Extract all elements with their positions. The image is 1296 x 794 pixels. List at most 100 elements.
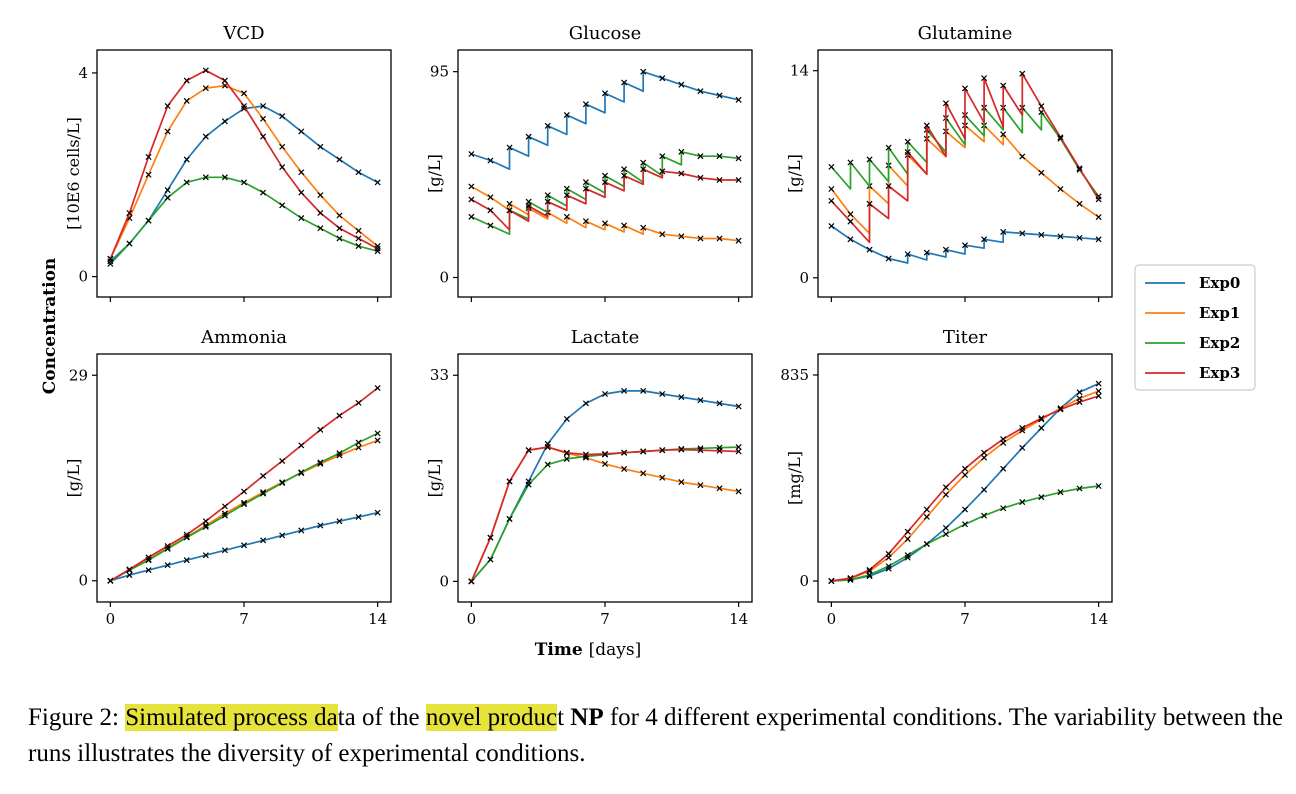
data-point-exp0 — [298, 128, 305, 135]
caption-part-3: t — [557, 704, 571, 731]
data-point-exp0 — [525, 133, 532, 140]
data-point-exp2 — [107, 260, 114, 267]
data-point-exp2 — [525, 198, 532, 205]
data-point-exp0 — [981, 236, 988, 243]
data-point-exp3 — [659, 168, 666, 175]
legend-label-exp3: Exp3 — [1199, 364, 1240, 382]
subplot-frame — [96, 49, 392, 298]
data-point-exp3 — [866, 566, 873, 573]
series-line-exp2 — [831, 485, 1099, 582]
data-point-exp0 — [621, 79, 628, 86]
caption-highlight-1[interactable]: Simulated process da — [125, 704, 338, 731]
caption-product-code: NP — [570, 704, 604, 731]
data-point-exp0 — [942, 524, 949, 531]
data-point-exp1 — [716, 485, 723, 492]
y-axis-label: [g/L] — [785, 154, 804, 193]
data-point-exp0 — [336, 518, 343, 525]
y-tick-label: 0 — [439, 572, 449, 590]
series-line-exp0 — [831, 382, 1099, 582]
y-tick-label: 14 — [790, 62, 809, 80]
data-point-exp0 — [506, 144, 513, 151]
data-point-exp3 — [716, 447, 723, 454]
data-point-exp3 — [355, 399, 362, 406]
data-point-exp0 — [1076, 234, 1083, 241]
data-point-exp3 — [1038, 415, 1045, 422]
data-point-exp3 — [145, 153, 152, 160]
legend-frame — [1134, 264, 1256, 391]
data-point-exp3 — [126, 566, 133, 573]
data-point-exp1 — [202, 85, 209, 92]
data-point-exp0 — [981, 486, 988, 493]
y-tick-label: 0 — [78, 268, 88, 286]
series-line-exp0 — [830, 225, 1099, 264]
data-point-exp2 — [506, 515, 513, 522]
data-point-exp2 — [298, 215, 305, 222]
data-point-exp3 — [1095, 392, 1102, 399]
data-point-exp1 — [355, 444, 362, 451]
data-point-exp0 — [1057, 233, 1064, 240]
data-point-exp3 — [735, 176, 742, 184]
data-point-exp3 — [487, 207, 494, 214]
legend: Exp0 Exp1 Exp2 Exp3 — [1134, 264, 1256, 391]
data-point-exp0 — [317, 522, 324, 529]
data-point-exp0 — [904, 251, 911, 258]
series-line-exp2 — [830, 106, 1100, 197]
data-point-exp1 — [1095, 387, 1102, 395]
data-point-exp1 — [601, 460, 609, 467]
data-point-exp3 — [640, 166, 647, 173]
data-point-exp2 — [374, 430, 381, 437]
data-point-exp3 — [544, 444, 551, 451]
x-tick-label: 7 — [960, 610, 970, 628]
data-point-exp3 — [1095, 196, 1102, 203]
data-point-exp0 — [640, 387, 647, 394]
caption-part-2: ta of the — [337, 704, 426, 731]
data-point-exp1 — [735, 237, 742, 244]
data-point-exp1 — [697, 482, 704, 489]
data-point-exp0 — [221, 118, 228, 125]
data-point-exp2 — [183, 179, 190, 186]
data-point-exp2 — [317, 459, 324, 466]
series-line-exp0 — [470, 390, 739, 582]
data-point-exp0 — [563, 415, 570, 422]
data-point-exp0 — [961, 242, 969, 249]
data-point-exp3 — [942, 484, 949, 491]
data-point-exp3 — [697, 174, 704, 181]
data-point-exp2 — [866, 571, 873, 578]
data-point-exp0 — [621, 387, 628, 394]
data-point-exp3 — [828, 197, 835, 204]
data-point-exp1 — [981, 454, 988, 461]
data-point-exp1 — [904, 536, 911, 543]
data-point-exp3 — [923, 122, 930, 129]
data-point-exp1 — [1038, 169, 1045, 176]
subplot-title: VCD — [222, 23, 264, 44]
figure-xlabel-bold: Time — [535, 640, 583, 660]
data-point-exp1 — [298, 169, 305, 176]
data-point-exp2 — [942, 531, 949, 538]
data-point-exp1 — [621, 222, 628, 229]
data-point-exp2 — [240, 179, 248, 186]
data-point-exp3 — [525, 202, 532, 210]
data-point-exp1 — [468, 183, 475, 190]
series-line-exp3 — [470, 168, 739, 231]
data-point-exp2 — [260, 189, 267, 196]
y-tick-label: 33 — [430, 366, 449, 384]
series-line-exp1 — [831, 390, 1099, 582]
data-point-exp2 — [847, 159, 854, 166]
data-point-exp2 — [164, 194, 171, 201]
subplot-title: Ammonia — [200, 327, 287, 348]
data-point-exp3 — [885, 550, 892, 557]
caption-part-1: Figure 2: — [28, 704, 126, 731]
subplot-title: Glucose — [569, 23, 642, 44]
data-point-exp3 — [374, 245, 381, 252]
data-point-exp2 — [221, 512, 228, 519]
data-point-exp0 — [164, 187, 171, 194]
data-point-exp3 — [659, 447, 666, 454]
data-point-exp0 — [1095, 380, 1102, 387]
caption-highlight-2[interactable]: novel produc — [425, 704, 558, 731]
data-point-exp3 — [942, 100, 949, 107]
data-point-exp0 — [164, 562, 171, 569]
data-point-exp1 — [1000, 131, 1007, 138]
data-point-exp3 — [563, 192, 570, 199]
data-point-exp3 — [336, 412, 343, 419]
subplot-frame — [457, 353, 753, 603]
